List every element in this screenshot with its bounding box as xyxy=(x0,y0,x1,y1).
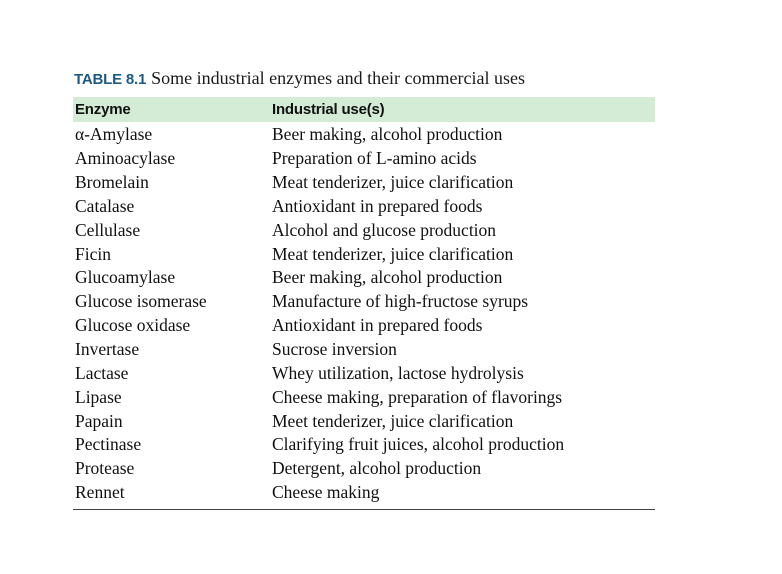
table-label: TABLE 8.1 xyxy=(74,71,147,88)
industrial-use-cell: Whey utilization, lactose hydrolysis xyxy=(272,362,524,383)
industrial-use-cell: Clarifying fruit juices, alcohol product… xyxy=(272,434,565,455)
header-industrial-use: Industrial use(s) xyxy=(272,101,385,118)
enzyme-cell: Glucose oxidase xyxy=(75,315,191,336)
table-caption: TABLE 8.1 Some industrial enzymes and the… xyxy=(73,66,655,92)
industrial-use-cell: Cheese making xyxy=(272,482,380,503)
enzyme-cell: Rennet xyxy=(75,482,125,503)
enzyme-cell: Aminoacylase xyxy=(75,148,176,169)
industrial-use-cell: Beer making, alcohol production xyxy=(272,124,503,145)
enzyme-cell: Protease xyxy=(75,458,135,479)
table-title: Some industrial enzymes and their commer… xyxy=(151,68,526,88)
industrial-use-cell: Antioxidant in prepared foods xyxy=(272,195,483,216)
header-enzyme: Enzyme xyxy=(75,101,131,118)
table-row: Rennet Cheese making xyxy=(73,481,655,505)
table-body: α-Amylase Beer making, alcohol production… xyxy=(73,122,655,505)
enzyme-cell: Ficin xyxy=(75,243,111,264)
table-row: Glucose isomerase Manufacture of high-fru… xyxy=(73,290,655,314)
table-row: Glucoamylase Beer making, alcohol product… xyxy=(73,266,655,290)
table-row: Lactase Whey utilization, lactose hydroly… xyxy=(73,361,655,385)
industrial-use-cell: Meet tenderizer, juice clarification xyxy=(272,410,514,431)
table-row: Pectinase Clarifying fruit juices, alcoho… xyxy=(73,433,655,457)
enzyme-cell: Glucoamylase xyxy=(75,267,176,288)
table-bottom-rule xyxy=(73,508,655,510)
table-row: Aminoacylase Preparation of L-amino acids xyxy=(73,147,655,171)
industrial-use-cell: Meat tenderizer, juice clarification xyxy=(272,243,514,264)
enzyme-cell: Cellulase xyxy=(75,219,141,240)
enzyme-cell: Lactase xyxy=(75,362,129,383)
table-row: α-Amylase Beer making, alcohol production xyxy=(73,123,655,147)
enzyme-cell: Lipase xyxy=(75,386,122,407)
table-row: Cellulase Alcohol and glucose production xyxy=(73,218,655,242)
enzyme-cell: Invertase xyxy=(75,339,140,360)
enzyme-cell: Glucose isomerase xyxy=(75,291,207,312)
industrial-use-cell: Preparation of L-amino acids xyxy=(272,148,477,169)
enzyme-cell: Catalase xyxy=(75,195,135,216)
table-row: Protease Detergent, alcohol production xyxy=(73,457,655,481)
table-row: Papain Meet tenderizer, juice clarificati… xyxy=(73,409,655,433)
table-header: Enzyme Industrial use(s) xyxy=(73,97,655,122)
industrial-use-cell: Beer making, alcohol production xyxy=(272,267,503,288)
table-row: Catalase Antioxidant in prepared foods xyxy=(73,195,655,219)
table-row: Lipase Cheese making, preparation of flav… xyxy=(73,385,655,409)
enzyme-cell: Bromelain xyxy=(75,172,149,193)
industrial-use-cell: Manufacture of high-fructose syrups xyxy=(272,291,529,312)
industrial-use-cell: Detergent, alcohol production xyxy=(272,458,482,479)
industrial-use-cell: Alcohol and glucose production xyxy=(272,219,497,240)
enzyme-table: TABLE 8.1 Some industrial enzymes and the… xyxy=(73,66,655,510)
enzyme-cell: Pectinase xyxy=(75,434,142,455)
table-row: Invertase Sucrose inversion xyxy=(73,338,655,362)
industrial-use-cell: Antioxidant in prepared foods xyxy=(272,315,483,336)
enzyme-cell: Papain xyxy=(75,410,123,431)
enzyme-cell: α-Amylase xyxy=(75,124,153,145)
industrial-use-cell: Sucrose inversion xyxy=(272,339,397,360)
table-row: Bromelain Meat tenderizer, juice clarific… xyxy=(73,171,655,195)
industrial-use-cell: Meat tenderizer, juice clarification xyxy=(272,172,514,193)
table-row: Glucose oxidase Antioxidant in prepared f… xyxy=(73,314,655,338)
industrial-use-cell: Cheese making, preparation of flavorings xyxy=(272,386,563,407)
table-row: Ficin Meat tenderizer, juice clarificatio… xyxy=(73,242,655,266)
